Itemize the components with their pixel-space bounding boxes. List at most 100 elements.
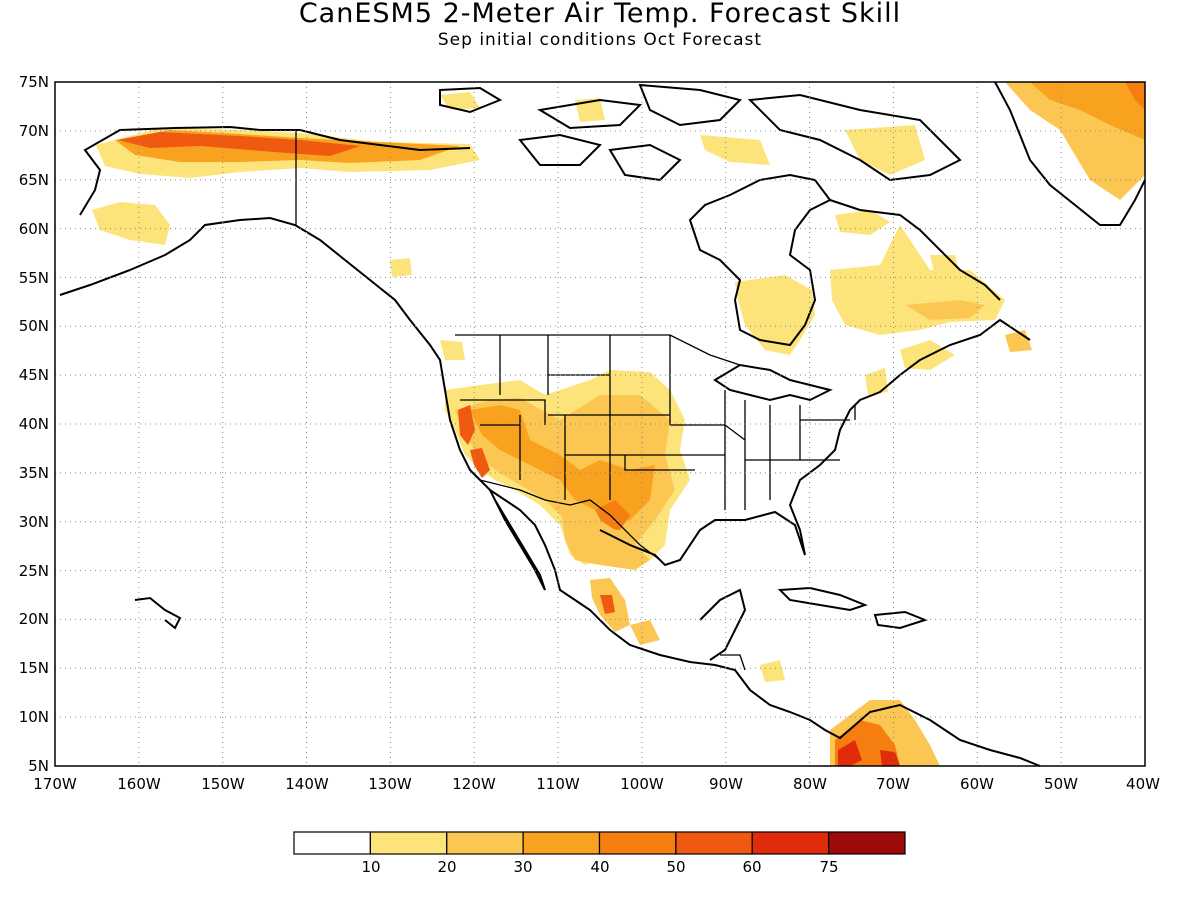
lat-label-35n: 35N bbox=[19, 464, 49, 482]
latitude-labels: 75N 70N 65N 60N 55N 50N 45N 40N 35N 30N … bbox=[19, 73, 49, 775]
coastline-hispaniola bbox=[873, 610, 928, 630]
lon-label-50w: 50W bbox=[1044, 775, 1078, 793]
lat-label-15n: 15N bbox=[19, 659, 49, 677]
coastline-arctic-5 bbox=[518, 133, 602, 166]
skill-shading bbox=[92, 82, 1145, 766]
skill-region-s-america-60 bbox=[838, 740, 862, 766]
lat-label-55n: 55N bbox=[19, 269, 49, 287]
lon-label-150w: 150W bbox=[201, 775, 245, 793]
skill-region-bc bbox=[390, 258, 412, 277]
coastline-arctic-4 bbox=[747, 93, 962, 182]
colorbar-label-50: 50 bbox=[666, 858, 685, 876]
skill-region-greenland-core bbox=[1030, 82, 1145, 140]
colorbar-label-40: 40 bbox=[590, 858, 609, 876]
lat-label-10n: 10N bbox=[19, 708, 49, 726]
skill-region-labrador bbox=[930, 255, 960, 275]
colorbar-box bbox=[675, 831, 753, 855]
colorbar-label-10: 10 bbox=[361, 858, 380, 876]
colorbar-box bbox=[828, 831, 906, 855]
colorbar-label-75: 75 bbox=[819, 858, 838, 876]
skill-region-hudson bbox=[735, 275, 815, 355]
political-borders bbox=[295, 130, 856, 671]
colorbar-boxes bbox=[293, 831, 906, 855]
lon-label-100w: 100W bbox=[620, 775, 664, 793]
colorbar-box bbox=[446, 831, 524, 855]
colorbar-box bbox=[751, 831, 830, 855]
coastline-alaska bbox=[59, 216, 1041, 767]
lat-label-40n: 40N bbox=[19, 415, 49, 433]
colorbar-labels: 10 20 30 40 50 60 75 bbox=[361, 858, 838, 876]
skill-region-mexico-north bbox=[560, 505, 650, 570]
lat-label-60n: 60N bbox=[19, 220, 49, 238]
coastline-gulf bbox=[599, 318, 1031, 567]
skill-region-arctic-4 bbox=[575, 98, 605, 122]
border-us-mexico bbox=[479, 479, 661, 561]
coastline-arctic-3 bbox=[638, 83, 742, 127]
lat-label-20n: 20N bbox=[19, 610, 49, 628]
colorbar-label-20: 20 bbox=[437, 858, 456, 876]
lon-label-80w: 80W bbox=[793, 775, 827, 793]
lon-label-70w: 70W bbox=[876, 775, 910, 793]
skill-region-newfoundland bbox=[1005, 330, 1032, 352]
colorbar-box bbox=[522, 831, 601, 855]
skill-region-sw-alaska bbox=[92, 202, 170, 245]
skill-region-maritimes bbox=[900, 340, 955, 370]
longitude-labels: 170W 160W 150W 140W 130W 120W 110W 100W … bbox=[33, 775, 1160, 793]
lat-label-5n: 5N bbox=[28, 757, 49, 775]
skill-region-central-america bbox=[760, 660, 785, 682]
colorbar-label-30: 30 bbox=[513, 858, 532, 876]
graticule bbox=[55, 82, 1145, 766]
skill-region-ontario bbox=[835, 210, 890, 235]
skill-region-west-us-40 bbox=[470, 405, 655, 525]
colorbar: 10 20 30 40 50 60 75 bbox=[293, 831, 906, 876]
coastline-great-lakes bbox=[713, 363, 833, 402]
skill-region-arctic-3 bbox=[440, 92, 480, 110]
skill-region-socal-peak bbox=[470, 448, 490, 478]
lat-label-50n: 50N bbox=[19, 317, 49, 335]
lon-label-110w: 110W bbox=[536, 775, 580, 793]
colorbar-box bbox=[369, 831, 448, 855]
coastline-hudson bbox=[688, 173, 832, 347]
lat-label-25n: 25N bbox=[19, 562, 49, 580]
skill-region-north-alaska-peak bbox=[118, 132, 360, 156]
coastlines bbox=[59, 81, 1146, 767]
coastline-hawaii bbox=[134, 596, 182, 630]
coastline-labrador bbox=[829, 199, 1001, 301]
lat-label-45n: 45N bbox=[19, 366, 49, 384]
coastline-yucatan bbox=[699, 588, 747, 661]
coastline-greenland bbox=[994, 81, 1146, 226]
skill-region-s-america-60b bbox=[880, 750, 900, 766]
coastline-arctic-1 bbox=[439, 86, 503, 114]
colorbar-label-60: 60 bbox=[742, 858, 761, 876]
coastline-alaska-north bbox=[79, 125, 471, 216]
lat-label-70n: 70N bbox=[19, 122, 49, 140]
skill-region-arctic-1 bbox=[700, 135, 770, 165]
map-title: CanESM5 2-Meter Air Temp. Forecast Skill bbox=[299, 0, 901, 29]
skill-region-ca-peak bbox=[458, 405, 475, 445]
skill-region-mexico-south bbox=[630, 620, 660, 645]
map-frame bbox=[54, 81, 1146, 767]
colorbar-box bbox=[293, 831, 371, 855]
skill-region-greenland-peak bbox=[1125, 82, 1145, 110]
colorbar-box bbox=[598, 831, 677, 855]
lat-label-65n: 65N bbox=[19, 171, 49, 189]
lat-label-75n: 75N bbox=[19, 73, 49, 91]
lat-label-30n: 30N bbox=[19, 513, 49, 531]
skill-region-mexico-peak bbox=[600, 595, 615, 614]
skill-region-quebec-patch bbox=[905, 300, 985, 320]
border-mexico-guatemala bbox=[720, 654, 746, 671]
lon-label-130w: 130W bbox=[368, 775, 412, 793]
skill-region-wa bbox=[440, 340, 465, 360]
coastline-cuba bbox=[777, 586, 868, 612]
lon-label-40w: 40W bbox=[1126, 775, 1160, 793]
coastline-arctic-2 bbox=[537, 98, 643, 130]
border-states bbox=[460, 335, 856, 510]
coastline-baja bbox=[489, 489, 546, 591]
lon-label-170w: 170W bbox=[33, 775, 77, 793]
lon-label-140w: 140W bbox=[285, 775, 329, 793]
border-us-canada bbox=[455, 334, 741, 366]
lon-label-60w: 60W bbox=[960, 775, 994, 793]
lon-label-90w: 90W bbox=[709, 775, 743, 793]
lon-label-160w: 160W bbox=[117, 775, 161, 793]
